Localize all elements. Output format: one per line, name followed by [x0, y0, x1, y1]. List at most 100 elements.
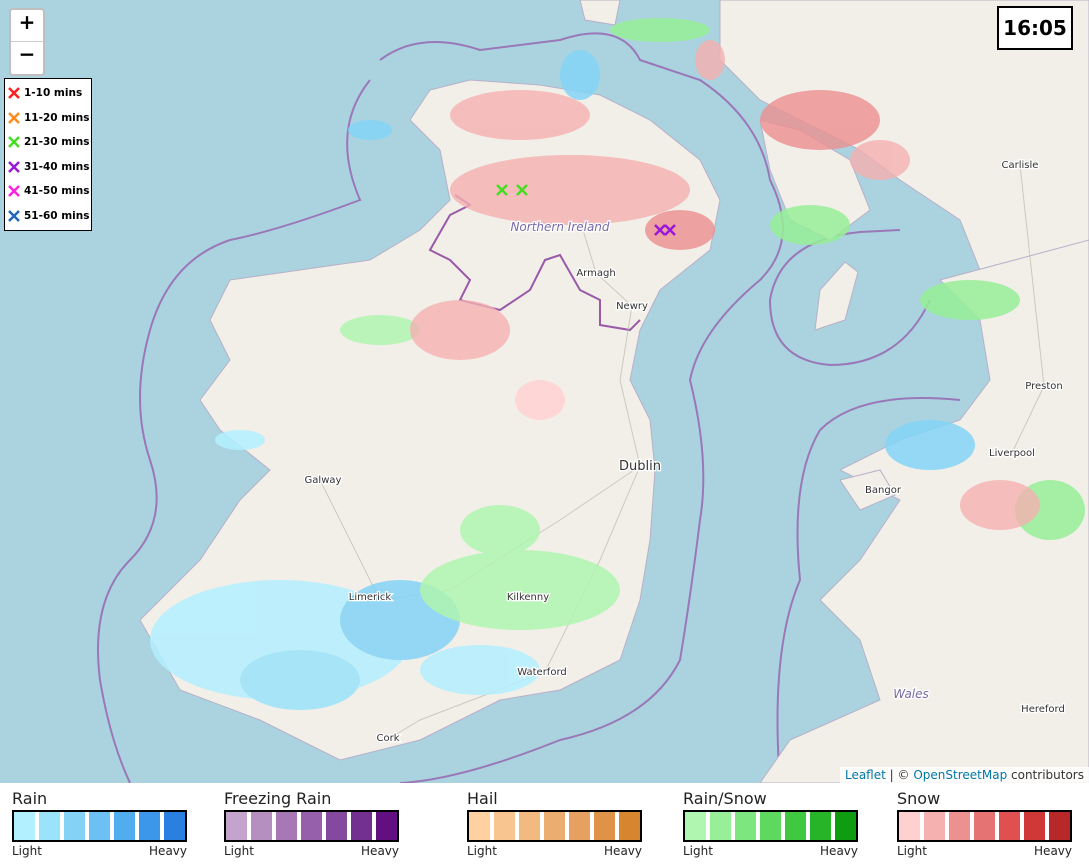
precipitation-legend: Rain Light Heavy Freezing Rain Light Heavy Hai…: [0, 783, 1089, 865]
legend-swatch: [376, 812, 397, 840]
legend-scale: Light Heavy: [467, 844, 642, 858]
legend-title: Rain: [12, 789, 48, 808]
legend-swatch: [89, 812, 114, 840]
legend-swatch: [226, 812, 251, 840]
lightning-icon: [8, 111, 20, 124]
border: [428, 194, 641, 332]
legend-swatch: [114, 812, 139, 840]
legend-swatch: [519, 812, 544, 840]
lightning-legend-item: 1-10 mins: [5, 81, 91, 106]
place-label: Preston: [1025, 381, 1063, 392]
lightning-cross: [8, 209, 20, 222]
legend-swatch: [139, 812, 164, 840]
legend-swatch: [710, 812, 735, 840]
lightning-cross: [8, 87, 20, 100]
roads: [319, 164, 1045, 739]
legend-swatch: [949, 812, 974, 840]
legend-group: Snow Light Heavy: [897, 789, 1072, 858]
legend-swatch: [351, 812, 376, 840]
zoom-out[interactable]: −: [18, 42, 36, 66]
osm-link[interactable]: OpenStreetMap: [913, 768, 1008, 782]
lightning-icon: [8, 136, 20, 149]
lightning-label: 21-30 mins: [24, 136, 90, 149]
place-label: Galway: [305, 475, 342, 486]
lightning-icon: [8, 209, 20, 222]
place-label: Cork: [376, 733, 399, 744]
place-label: Hereford: [1021, 704, 1065, 715]
legend-group: Rain/Snow Light Heavy: [683, 789, 858, 858]
legend-swatches: [224, 810, 399, 842]
lightning-cross: [8, 185, 20, 198]
legend-group: Hail Light Heavy: [467, 789, 642, 858]
legend-title: Hail: [467, 789, 498, 808]
legend-title: Freezing Rain: [224, 789, 332, 808]
legend-swatches: [12, 810, 187, 842]
legend-title: Snow: [897, 789, 941, 808]
place-label: Wales: [893, 687, 929, 701]
legend-high: Heavy: [1034, 844, 1072, 858]
zoom-in[interactable]: +: [11, 10, 43, 42]
legend-swatch: [1024, 812, 1049, 840]
legend-swatch: [544, 812, 569, 840]
legend-swatch: [999, 812, 1024, 840]
legend-swatch: [64, 812, 89, 840]
legend-swatch: [760, 812, 785, 840]
place-label: Kilkenny: [507, 592, 549, 603]
legend-swatch: [594, 812, 619, 840]
legend-swatch: [899, 812, 924, 840]
legend-swatch: [39, 812, 64, 840]
place-label: Carlisle: [1002, 160, 1039, 171]
legend-low: Light: [224, 844, 254, 858]
legend-low: Light: [467, 844, 497, 858]
legend-low: Light: [12, 844, 42, 858]
place-label: Bangor: [865, 485, 902, 496]
attribution-suffix: contributors: [1011, 768, 1084, 782]
legend-swatch: [301, 812, 326, 840]
lightning-cross: [8, 111, 20, 124]
legend-high: Heavy: [604, 844, 642, 858]
lightning-icon: [8, 160, 20, 173]
legend-scale: Light Heavy: [683, 844, 858, 858]
lightning-label: 11-20 mins: [24, 111, 90, 124]
legend-title: Rain/Snow: [683, 789, 767, 808]
maritime-limits: [97, 32, 961, 783]
legend-swatch: [469, 812, 494, 840]
attribution-separator: | ©: [889, 768, 910, 782]
lightning-strikes: [496, 184, 676, 236]
lightning-legend-item: 11-20 mins: [5, 106, 91, 131]
legend-group: Freezing Rain Light Heavy: [224, 789, 399, 858]
place-label: Dublin: [619, 459, 661, 474]
time-display: 16:05: [997, 6, 1073, 50]
leaflet-link[interactable]: Leaflet: [844, 768, 886, 782]
legend-scale: Light Heavy: [897, 844, 1072, 858]
legend-low: Light: [683, 844, 713, 858]
legend-group: Rain Light Heavy: [12, 789, 187, 858]
legend-swatches: [897, 810, 1072, 842]
lightning-cross: [8, 160, 20, 173]
lightning-icon: [8, 87, 20, 100]
lightning-label: 1-10 mins: [24, 87, 83, 100]
lightning-label: 31-40 mins: [24, 160, 90, 173]
legend-swatch: [276, 812, 301, 840]
place-label: Waterford: [517, 667, 566, 678]
legend-high: Heavy: [820, 844, 858, 858]
place-label: Armagh: [576, 268, 615, 279]
lightning-legend-item: 21-30 mins: [5, 130, 91, 155]
legend-swatch: [1049, 812, 1070, 840]
legend-scale: Light Heavy: [224, 844, 399, 858]
legend-low: Light: [897, 844, 927, 858]
place-label: Liverpool: [989, 448, 1035, 459]
map[interactable]: Northern Ireland Armagh Newry Dublin Gal…: [0, 0, 1089, 783]
legend-swatch: [924, 812, 949, 840]
radar-rain: [150, 50, 975, 710]
lightning-label: 41-50 mins: [24, 185, 90, 198]
legend-high: Heavy: [361, 844, 399, 858]
legend-swatch: [494, 812, 519, 840]
lightning-legend: 1-10 mins 11-20 mins 21-30 mins 31-40 mins 4…: [4, 78, 92, 231]
legend-swatch: [251, 812, 276, 840]
legend-swatch: [619, 812, 640, 840]
place-labels: Northern Ireland Armagh Newry Dublin Gal…: [303, 159, 1066, 746]
legend-swatch: [735, 812, 760, 840]
legend-swatches: [683, 810, 858, 842]
